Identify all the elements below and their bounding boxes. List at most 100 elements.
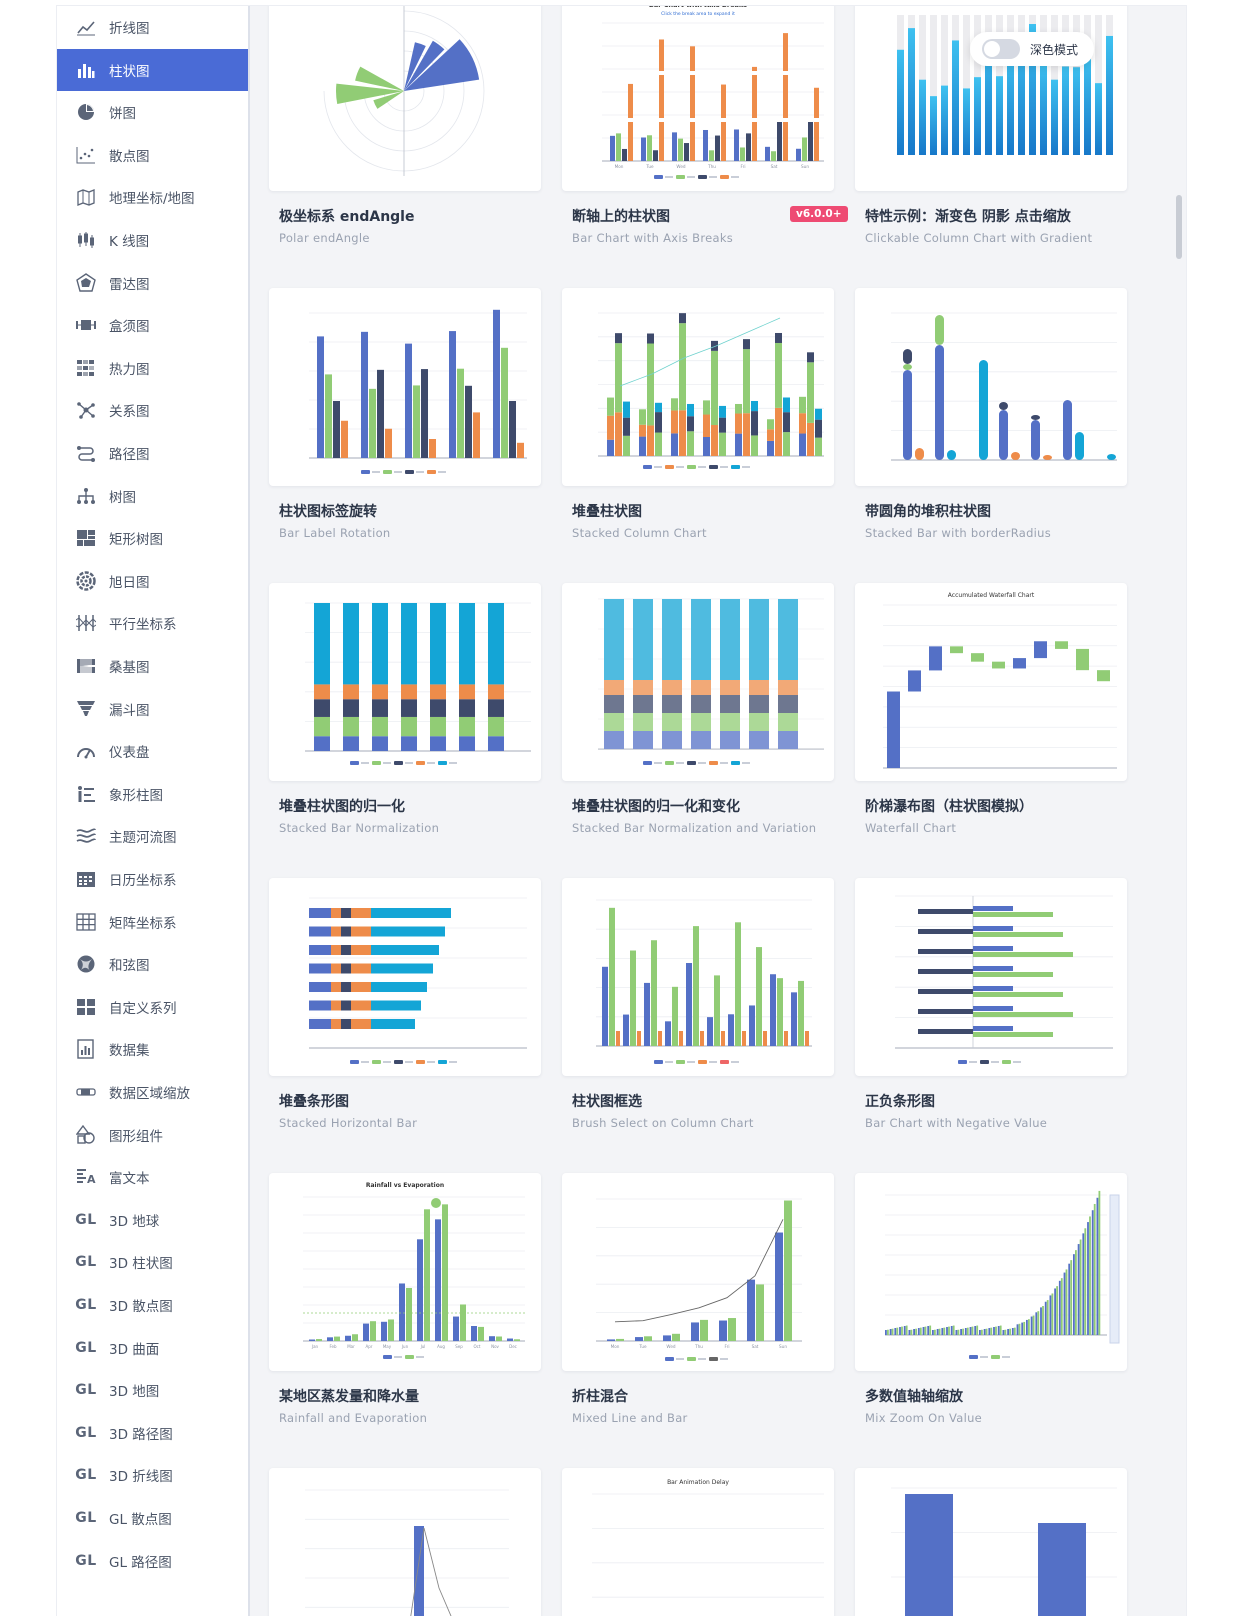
stacked-segment[interactable] [607, 439, 614, 456]
stacked-segment[interactable] [371, 945, 439, 955]
bar-evaporation[interactable] [507, 1338, 513, 1341]
legend-swatch[interactable] [405, 470, 414, 474]
legend-swatch[interactable] [438, 761, 447, 765]
stacked-segment[interactable] [430, 603, 446, 685]
stacked-segment[interactable] [341, 963, 351, 974]
polar-bar[interactable] [404, 42, 426, 91]
bar-budget-2012[interactable] [1079, 1239, 1082, 1335]
bar[interactable] [1007, 52, 1014, 155]
bar-profit[interactable] [973, 926, 1013, 931]
bar-budget-2012[interactable] [1009, 1328, 1011, 1335]
bar[interactable] [405, 343, 412, 458]
bar[interactable] [721, 1031, 725, 1046]
legend-swatch[interactable] [687, 761, 696, 765]
bar-profit[interactable] [973, 946, 1013, 951]
bar[interactable] [672, 986, 678, 1046]
stacked-segment[interactable] [607, 397, 614, 416]
stacked-segment[interactable] [341, 945, 351, 955]
stacked-segment[interactable] [351, 945, 371, 955]
legend-swatch[interactable] [665, 465, 674, 469]
bar[interactable] [658, 1031, 662, 1046]
bar[interactable] [684, 143, 689, 161]
stacked-segment[interactable] [903, 370, 912, 460]
legend-swatch[interactable] [676, 175, 685, 179]
stacked-segment[interactable] [751, 435, 758, 456]
bar-budget-2012[interactable] [952, 1325, 955, 1335]
stacked-segment[interactable] [401, 736, 417, 751]
stacked-segment[interactable] [735, 403, 742, 414]
legend-swatch[interactable] [372, 761, 381, 765]
stacked-segment[interactable] [775, 332, 782, 343]
stacked-segment[interactable] [615, 412, 622, 456]
bar[interactable] [1084, 55, 1091, 156]
bar-budget-2012[interactable] [999, 1325, 1002, 1335]
dark-mode-toggle[interactable]: 深色模式 [970, 32, 1094, 66]
stacked-segment[interactable] [720, 713, 740, 731]
stacked-segment[interactable] [401, 699, 417, 717]
stacked-segment[interactable] [1063, 400, 1072, 460]
line[interactable] [309, 1527, 509, 1616]
bar-budget-2011[interactable] [917, 1328, 920, 1335]
stacked-segment[interactable] [743, 413, 750, 456]
bar-budget-2011[interactable] [913, 1329, 915, 1335]
bar[interactable] [749, 1005, 755, 1046]
example-card-thumbnail[interactable] [855, 1173, 1127, 1371]
bar-budget-2012[interactable] [905, 1325, 908, 1335]
bar-profit[interactable] [973, 986, 1013, 991]
bar-budget-2011[interactable] [988, 1328, 991, 1335]
sidebar-item-datazoom[interactable]: 数据区域缩放 [57, 1071, 248, 1113]
bar[interactable] [763, 1031, 767, 1046]
legend-swatch[interactable] [350, 761, 359, 765]
bar-budget-2011[interactable] [932, 1330, 934, 1335]
stacked-segment[interactable] [615, 333, 622, 344]
stacked-segment[interactable] [343, 699, 359, 717]
bar-budget-2011[interactable] [1026, 1319, 1028, 1335]
stacked-segment[interactable] [430, 699, 446, 717]
stacked-segment[interactable] [679, 313, 686, 324]
stacked-segment[interactable] [401, 603, 417, 685]
stacked-segment[interactable] [430, 736, 446, 751]
stacked-segment[interactable] [314, 699, 330, 717]
stacked-segment[interactable] [767, 440, 774, 456]
bar-budget-2011[interactable] [1063, 1272, 1066, 1335]
stacked-segment[interactable] [633, 695, 653, 713]
waterfall-bar[interactable] [887, 691, 900, 769]
sidebar-item-graphic[interactable]: 图形组件 [57, 1114, 248, 1156]
example-card-thumbnail[interactable]: Mon Tue Wed Thu Fri Sat Sun [562, 1173, 834, 1371]
bar-budget-2012[interactable] [1028, 1319, 1030, 1335]
legend-swatch[interactable] [394, 761, 403, 765]
stacked-segment[interactable] [719, 405, 726, 418]
sidebar-item-chord[interactable]: 和弦图 [57, 943, 248, 985]
bar-budget-2011[interactable] [922, 1327, 925, 1335]
bar-budget-2011[interactable] [1011, 1328, 1014, 1335]
example-card-thumbnail[interactable] [855, 6, 1127, 191]
stacked-segment[interactable] [341, 982, 351, 992]
bar-budget-2012[interactable] [1075, 1250, 1077, 1335]
bar-budget-2011[interactable] [1068, 1263, 1071, 1335]
bar-precipitation[interactable] [700, 1319, 708, 1341]
bar[interactable] [602, 966, 608, 1046]
bar[interactable] [647, 135, 652, 161]
bar-budget-2011[interactable] [974, 1326, 977, 1335]
example-title[interactable]: 某地区蒸发量和降水量 [279, 1389, 419, 1405]
stacked-segment[interactable] [807, 352, 814, 363]
bar[interactable] [974, 77, 981, 155]
bar[interactable] [714, 975, 720, 1046]
bar[interactable] [644, 982, 650, 1046]
example-card-thumbnail[interactable] [562, 878, 834, 1076]
axis-break-band[interactable] [602, 118, 824, 122]
bar[interactable] [1018, 33, 1025, 155]
stacked-segment[interactable] [778, 599, 798, 680]
bar[interactable] [756, 947, 762, 1046]
bar-income[interactable] [973, 912, 1053, 917]
bar[interactable] [770, 974, 776, 1046]
stacked-segment[interactable] [341, 1000, 351, 1011]
bar[interactable] [908, 28, 915, 155]
bar[interactable] [679, 1031, 683, 1046]
bar-rainfall[interactable] [514, 1339, 520, 1341]
bar[interactable] [941, 85, 948, 155]
bar-budget-2011[interactable] [941, 1328, 944, 1335]
stacked-segment[interactable] [1031, 415, 1040, 420]
stacked-segment[interactable] [314, 603, 330, 685]
bar-budget-2012[interactable] [934, 1329, 936, 1335]
